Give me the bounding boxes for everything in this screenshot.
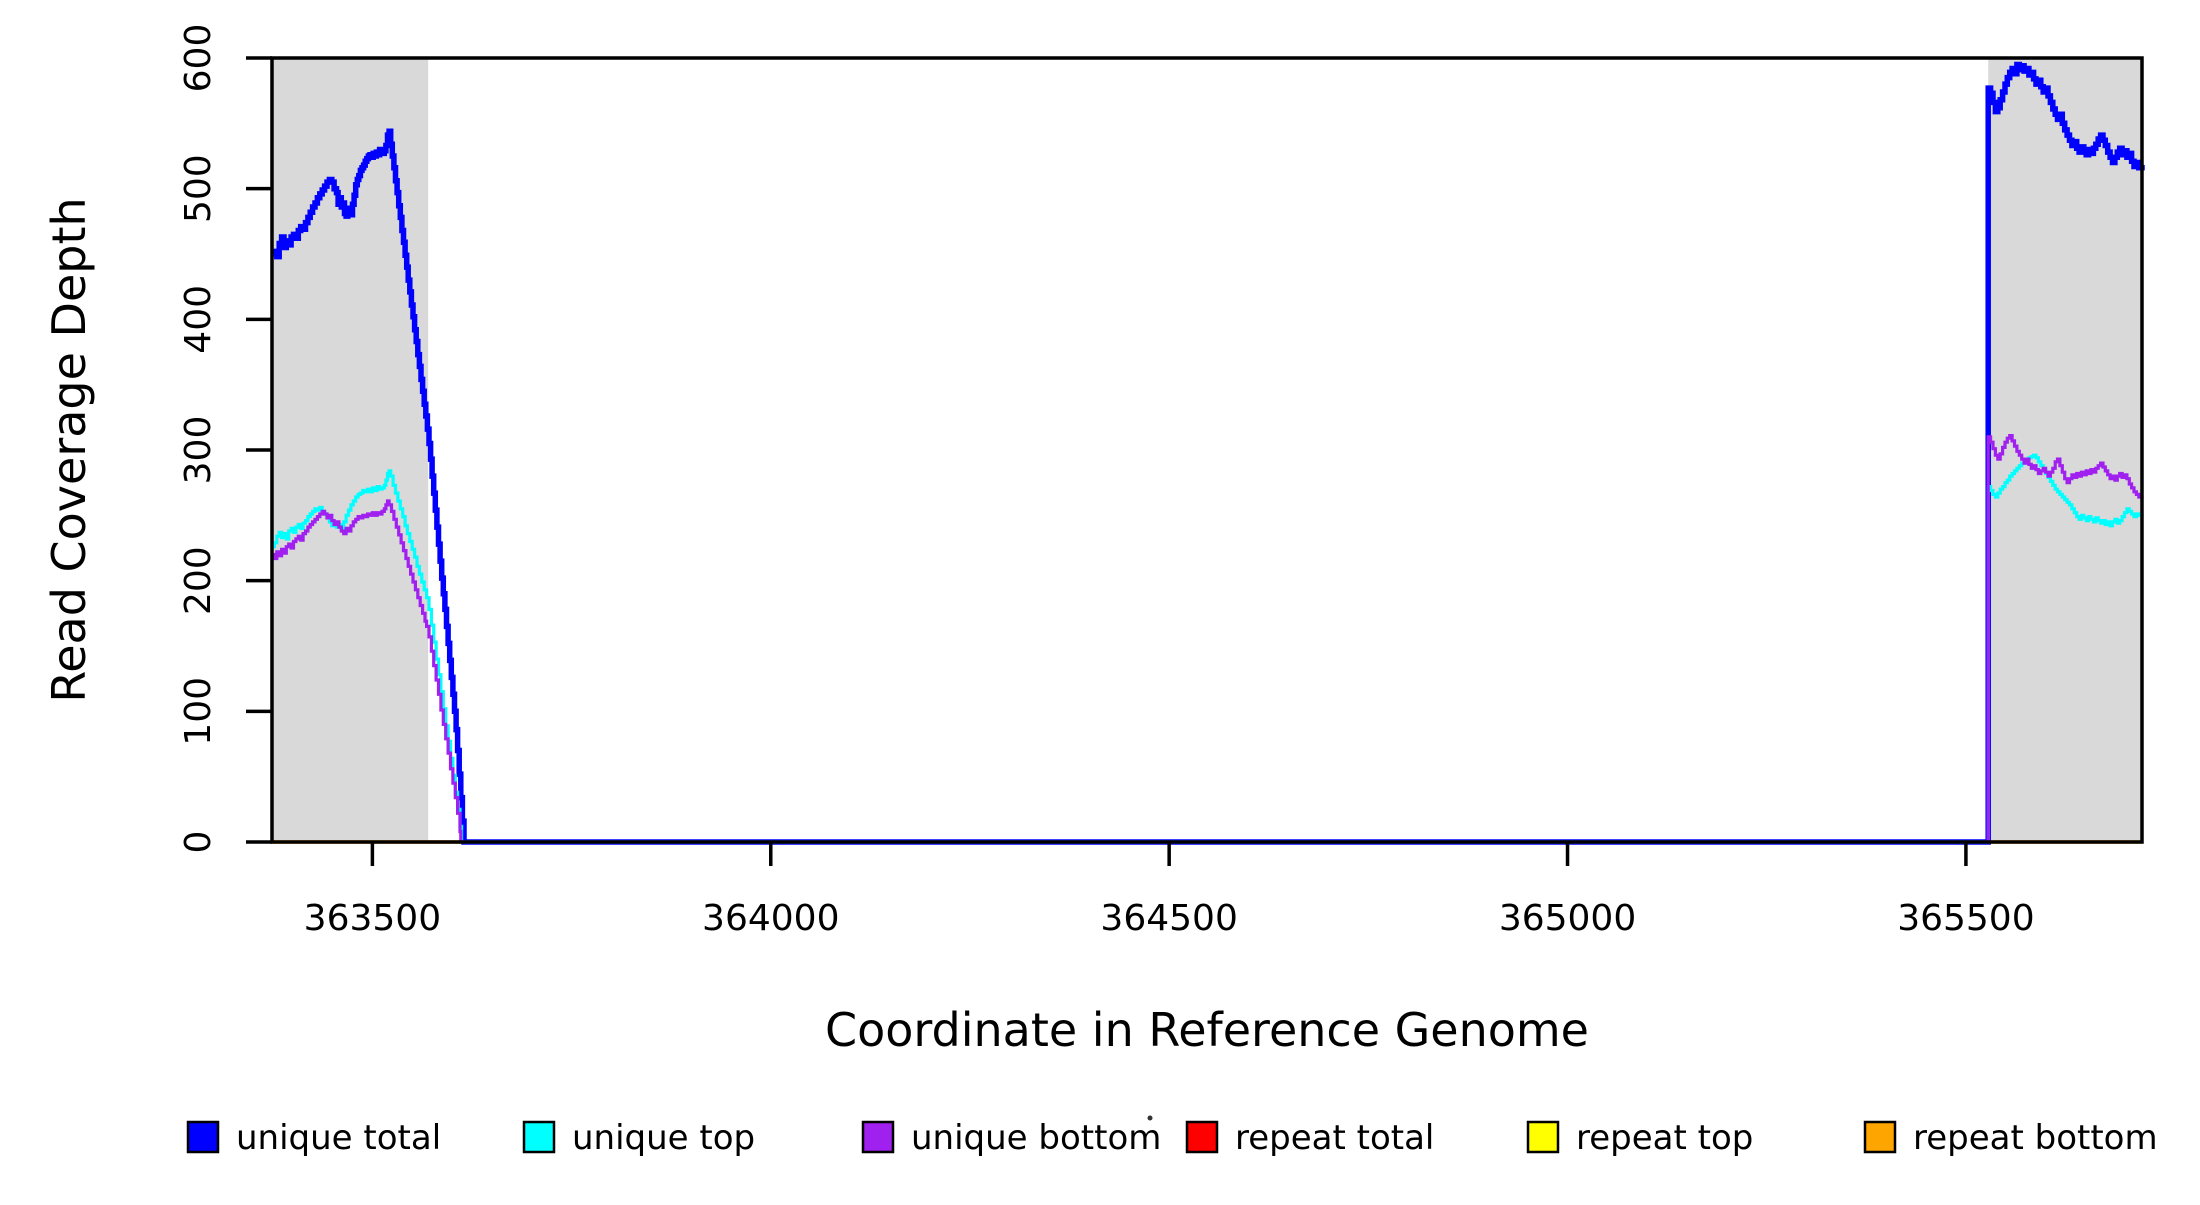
legend-swatch-unique-bottom	[861, 1120, 895, 1154]
legend-label-unique-total: unique total	[236, 1118, 441, 1158]
legend-label-repeat-bottom: repeat bottom	[1913, 1118, 2158, 1158]
y-axis-ticks: 0 100 200 300 400 500 600	[178, 24, 272, 854]
legend-swatch-repeat-bottom	[1863, 1120, 1897, 1154]
x-tick-label: 365000	[1499, 898, 1636, 939]
highlight-band	[1988, 58, 2142, 842]
legend-swatch-repeat-top	[1526, 1120, 1560, 1154]
legend-label-unique-top: unique top	[572, 1118, 755, 1158]
y-axis-title: Read Coverage Depth	[42, 197, 96, 702]
y-tick-label: 300	[178, 416, 219, 485]
y-tick-label: 200	[178, 546, 219, 615]
legend-label-repeat-total: repeat total	[1235, 1118, 1434, 1158]
x-tick-label: 363500	[304, 898, 441, 939]
y-tick-label: 0	[178, 831, 219, 854]
y-tick-label: 100	[178, 677, 219, 746]
x-tick-label: 364000	[702, 898, 839, 939]
legend-swatch-unique-top	[522, 1120, 556, 1154]
x-tick-label: 365500	[1897, 898, 2034, 939]
stray-dot	[1147, 1115, 1153, 1121]
legend: unique total unique top unique bottom repea…	[186, 1118, 2158, 1158]
series-unique-top	[272, 453, 2144, 844]
y-tick-label: 600	[178, 24, 219, 93]
legend-label-repeat-top: repeat top	[1576, 1118, 1753, 1158]
x-axis-title: Coordinate in Reference Genome	[825, 1003, 1589, 1057]
series-lines	[271, 61, 2145, 845]
highlight-band	[272, 58, 429, 842]
legend-swatch-repeat-total	[1185, 1120, 1219, 1154]
y-tick-label: 400	[178, 285, 219, 354]
series-unique-bottom	[272, 434, 2144, 844]
plot-frame	[270, 56, 2144, 844]
highlight-bands	[272, 58, 2142, 842]
x-tick-label: 364500	[1100, 898, 1237, 939]
y-tick-label: 500	[178, 154, 219, 223]
x-axis-ticks: 363500 364000 364500 365000 365500	[304, 842, 2035, 939]
series-unique-total	[271, 61, 2145, 845]
legend-label-unique-bottom: unique bottom	[911, 1118, 1161, 1158]
legend-swatch-unique-total	[186, 1120, 220, 1154]
